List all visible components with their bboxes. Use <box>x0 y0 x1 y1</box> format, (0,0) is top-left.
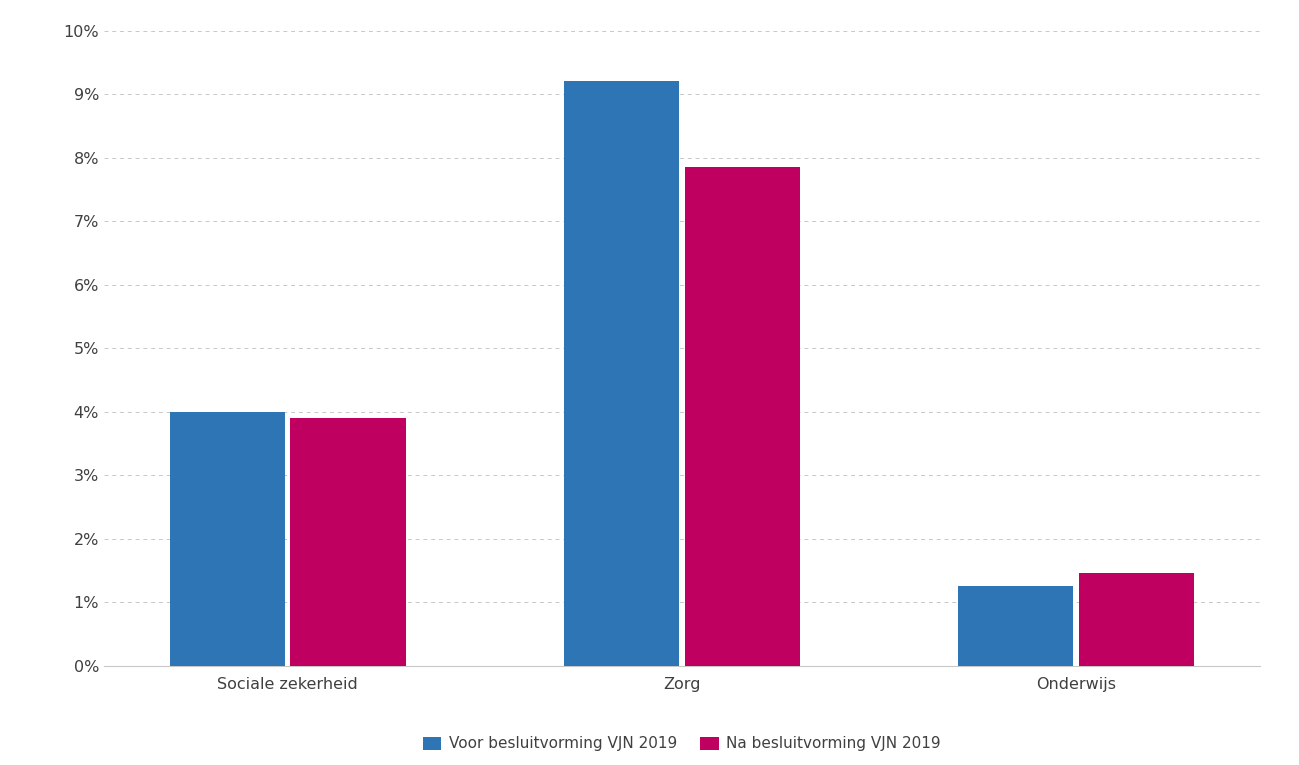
Bar <box>957 586 1073 666</box>
Bar <box>291 418 407 666</box>
Bar <box>170 412 286 666</box>
Bar <box>564 81 679 666</box>
Legend: Voor besluitvorming VJN 2019, Na besluitvorming VJN 2019: Voor besluitvorming VJN 2019, Na besluit… <box>417 731 947 757</box>
Bar <box>1078 574 1194 666</box>
Bar <box>685 167 800 666</box>
